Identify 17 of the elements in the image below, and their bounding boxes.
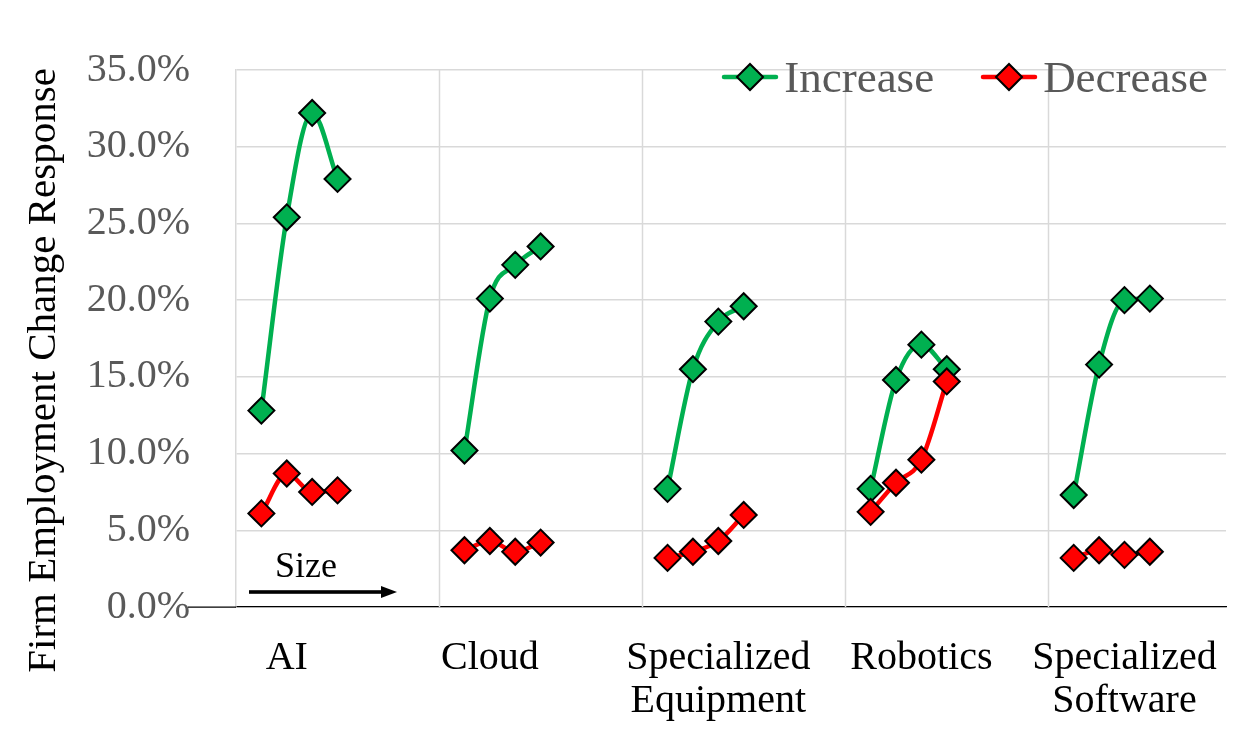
y-tick-label: 0.0% (106, 581, 190, 627)
y-tick-label: 25.0% (86, 197, 190, 243)
x-tick-label: AI (265, 633, 308, 679)
y-tick-label: 20.0% (86, 274, 190, 320)
x-tick-label: Specialized Software (1032, 633, 1217, 722)
y-tick-label: 35.0% (86, 44, 190, 90)
y-tick-label: 15.0% (86, 351, 190, 397)
y-tick-label: 10.0% (86, 428, 190, 474)
x-tick-label: Cloud (440, 633, 539, 679)
x-tick-label: Robotics (850, 633, 993, 679)
y-axis-title: Firm Employment Change Response (17, 68, 64, 673)
annotation: Size (275, 545, 337, 585)
legend-label: Increase (784, 51, 935, 104)
legend-label: Decrease (1043, 51, 1208, 104)
y-tick-label: 5.0% (106, 504, 190, 550)
y-tick-label: 30.0% (86, 121, 190, 167)
x-tick-label: Specialized Equipment (626, 633, 811, 722)
